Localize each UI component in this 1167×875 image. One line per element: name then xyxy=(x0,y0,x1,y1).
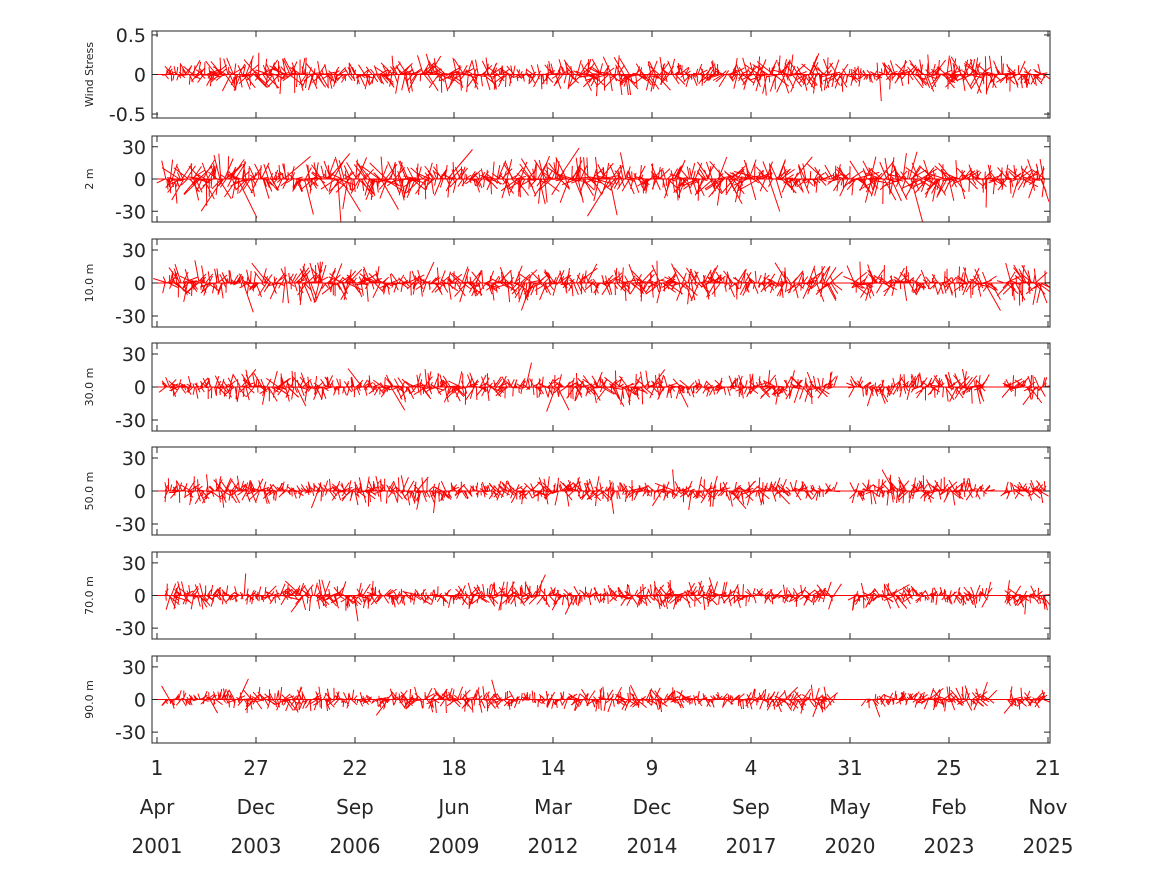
date-tick-month-2: Sep xyxy=(336,795,374,819)
date-tick-month-6: Sep xyxy=(732,795,770,819)
date-tick-month-4: Mar xyxy=(534,795,573,819)
panel-1-ylabel: 2 m xyxy=(83,168,96,189)
panel-1-ytick-label: 30 xyxy=(122,137,146,159)
date-tick-day-1: 27 xyxy=(243,756,268,780)
panel-0-ylabel: Wind Stress xyxy=(83,42,96,107)
date-tick-day-7: 31 xyxy=(837,756,862,780)
date-tick-month-5: Dec xyxy=(633,795,672,819)
panel-5-sticks xyxy=(164,573,1050,622)
panel-6: 30 0 -30 90.0 m xyxy=(83,655,1051,744)
panel-1-stick-vectors xyxy=(156,147,1050,222)
panel-1: 30 0 -30 2 m xyxy=(83,135,1051,223)
panel-2-stick-vectors xyxy=(153,260,1050,313)
panel-5-stick-vectors xyxy=(164,573,1050,622)
panel-4-ytick-label: 30 xyxy=(122,448,146,470)
panel-6-ytick-label: 30 xyxy=(122,657,146,679)
date-tick-year-9: 2025 xyxy=(1023,834,1074,858)
panel-4-stick-vectors xyxy=(164,469,1049,514)
date-axis: 1 Apr 2001 27 Dec 2003 22 Sep 2006 18 Jun 2009 14 Mar… xyxy=(132,756,1074,858)
panel-0-ytick-label: 0 xyxy=(134,65,146,87)
date-tick-day-0: 1 xyxy=(151,756,164,780)
panel-0-sticks xyxy=(161,52,1050,102)
panels-group: 0.5 0 -0.5 Wind Stress 30 0 -30 2 m 30 0 -30 10.0 m… xyxy=(83,25,1051,744)
panel-0-ytick-label: -0.5 xyxy=(109,104,146,126)
date-tick-day-3: 18 xyxy=(441,756,466,780)
panel-5-ylabel: 70.0 m xyxy=(83,576,96,615)
date-tick-day-2: 22 xyxy=(342,756,367,780)
panel-3-ytick-label: 0 xyxy=(134,377,146,399)
date-tick-day-6: 4 xyxy=(745,756,758,780)
panel-1-ytick-label: 0 xyxy=(134,169,146,191)
date-tick-month-8: Feb xyxy=(931,795,966,819)
panel-5-ytick-label: -30 xyxy=(115,618,146,640)
panel-2: 30 0 -30 10.0 m xyxy=(83,238,1051,328)
panel-5-ytick-label: 30 xyxy=(122,553,146,575)
panel-4-ylabel: 50.0 m xyxy=(83,472,96,511)
panel-0: 0.5 0 -0.5 Wind Stress xyxy=(83,25,1051,126)
panel-6-ytick-label: -30 xyxy=(115,722,146,744)
date-tick-month-7: May xyxy=(829,795,871,819)
date-tick-day-4: 14 xyxy=(540,756,565,780)
panel-3-stick-vectors xyxy=(158,362,1050,412)
date-tick-year-0: 2001 xyxy=(132,834,183,858)
date-tick-day-5: 9 xyxy=(646,756,659,780)
date-tick-day-9: 21 xyxy=(1035,756,1060,780)
panel-2-sticks xyxy=(153,260,1050,313)
panel-0-ytick-label: 0.5 xyxy=(116,25,146,47)
date-tick-year-4: 2012 xyxy=(528,834,579,858)
date-tick-year-8: 2023 xyxy=(924,834,975,858)
date-tick-year-1: 2003 xyxy=(231,834,282,858)
panel-0-stick-vectors xyxy=(161,52,1050,102)
date-tick-month-0: Apr xyxy=(140,795,175,819)
panel-3-ylabel: 30.0 m xyxy=(83,368,96,407)
date-tick-month-3: Jun xyxy=(436,795,469,819)
panel-1-ytick-label: -30 xyxy=(115,201,146,223)
date-tick-year-2: 2006 xyxy=(330,834,381,858)
panel-2-ytick-label: 0 xyxy=(134,273,146,295)
date-tick-day-8: 25 xyxy=(936,756,961,780)
panel-5-ytick-label: 0 xyxy=(134,586,146,608)
panel-6-sticks xyxy=(161,678,1050,718)
panel-3-ytick-label: 30 xyxy=(122,344,146,366)
panel-6-stick-vectors xyxy=(161,678,1050,718)
panel-1-sticks xyxy=(156,147,1050,222)
date-tick-month-9: Nov xyxy=(1028,795,1067,819)
panel-6-ylabel: 90.0 m xyxy=(83,680,96,719)
panel-2-ytick-label: 30 xyxy=(122,240,146,262)
panel-4-ytick-label: -30 xyxy=(115,514,146,536)
panel-4-sticks xyxy=(164,469,1049,514)
date-tick-month-1: Dec xyxy=(237,795,276,819)
panel-4: 30 0 -30 50.0 m xyxy=(83,446,1051,536)
panel-3-ytick-label: -30 xyxy=(115,410,146,432)
panel-6-ytick-label: 0 xyxy=(134,690,146,712)
panel-5: 30 0 -30 70.0 m xyxy=(83,551,1051,640)
date-tick-year-5: 2014 xyxy=(627,834,678,858)
date-tick-year-6: 2017 xyxy=(726,834,777,858)
date-tick-year-7: 2020 xyxy=(825,834,876,858)
panel-2-ytick-label: -30 xyxy=(115,306,146,328)
panel-2-ylabel: 10.0 m xyxy=(83,264,96,303)
date-tick-year-3: 2009 xyxy=(429,834,480,858)
panel-4-ytick-label: 0 xyxy=(134,481,146,503)
panel-3-sticks xyxy=(158,362,1050,412)
panel-3: 30 0 -30 30.0 m xyxy=(83,342,1051,432)
